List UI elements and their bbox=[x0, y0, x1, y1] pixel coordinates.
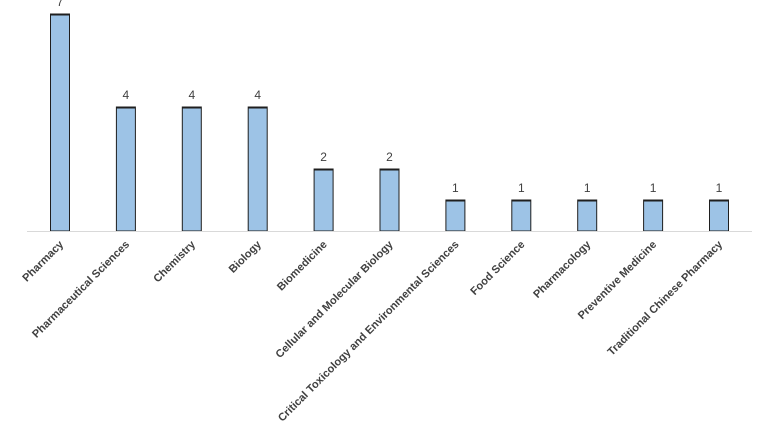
bar-4 bbox=[247, 106, 268, 232]
tick-label-1: Pharmacy bbox=[20, 238, 66, 284]
value-label-10: 1 bbox=[650, 181, 657, 195]
bar-7 bbox=[445, 199, 466, 232]
tick-label-8: Food Science bbox=[468, 239, 527, 298]
bar-9 bbox=[577, 199, 598, 232]
tick-label-3: Chemistry bbox=[151, 238, 198, 285]
bar-8 bbox=[511, 199, 532, 232]
bar-1 bbox=[50, 13, 70, 232]
value-labels-layer: 7 4 4 4 2 2 1 1 1 1 1 bbox=[57, 0, 723, 195]
value-label-6: 2 bbox=[386, 150, 393, 164]
tick-label-5: Biomedicine bbox=[275, 239, 330, 294]
value-label-5: 2 bbox=[320, 150, 327, 164]
bar-10 bbox=[643, 199, 664, 232]
value-label-7: 1 bbox=[452, 181, 459, 195]
value-label-4: 4 bbox=[254, 88, 261, 102]
value-label-11: 1 bbox=[716, 181, 723, 195]
tick-label-4: Biology bbox=[227, 238, 265, 276]
bar-11 bbox=[709, 199, 729, 232]
bar-6 bbox=[379, 168, 400, 232]
value-label-9: 1 bbox=[584, 181, 591, 195]
value-label-3: 4 bbox=[188, 88, 195, 102]
value-label-1: 7 bbox=[57, 0, 64, 9]
value-label-2: 4 bbox=[123, 88, 130, 102]
value-label-8: 1 bbox=[518, 181, 525, 195]
bar-5 bbox=[313, 168, 334, 232]
tick-label-6: Cellular and Molecular Biology bbox=[273, 238, 396, 361]
bars-layer bbox=[50, 13, 729, 232]
tick-label-11: Traditional Chinese Pharmacy bbox=[606, 238, 726, 358]
bar-3 bbox=[181, 106, 202, 232]
tick-label-9: Pharmacology bbox=[531, 238, 594, 301]
bar-2 bbox=[115, 106, 136, 232]
